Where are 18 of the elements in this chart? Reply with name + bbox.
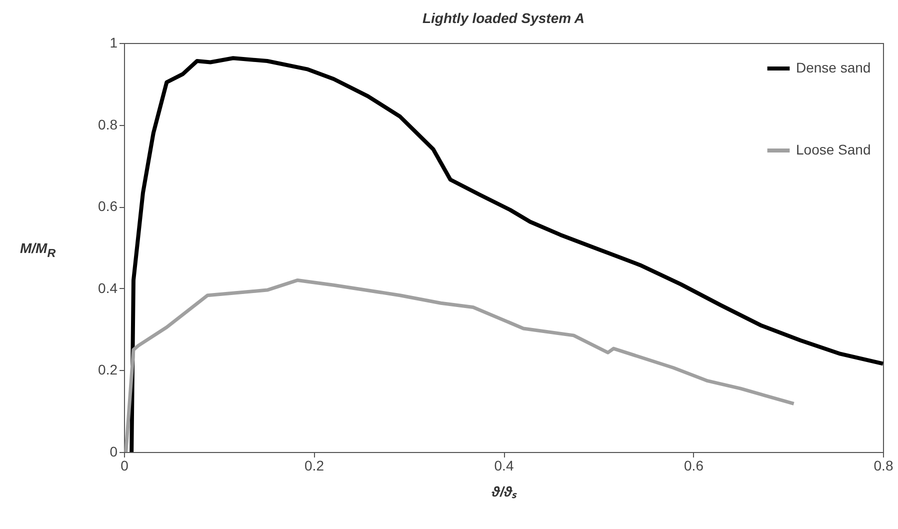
x-tick-label: 0.6 <box>684 458 704 474</box>
line-series <box>130 56 885 454</box>
y-tick-label: 1 <box>110 34 118 50</box>
y-tick-label: 0.6 <box>98 198 118 214</box>
x-tick-label: 0.4 <box>494 458 514 474</box>
x-tick-label: 0.8 <box>874 458 894 474</box>
legend-label: Loose Sand <box>796 142 871 158</box>
y-tick-label: 0.4 <box>98 280 118 296</box>
y-tick-label: 0 <box>110 444 118 460</box>
legend-label: Dense sand <box>796 60 871 76</box>
y-axis-title: M/M$_{R}$ <box>20 240 56 260</box>
chart-title: Lightly loaded System A <box>422 10 585 26</box>
x-axis-title: ϑ/ϑₛ <box>490 484 518 500</box>
x-tick-label: 0.2 <box>304 458 324 474</box>
x-tick-label: 0 <box>120 458 129 474</box>
y-tick-label: 0.8 <box>98 116 118 132</box>
line-series <box>124 278 796 454</box>
y-tick-label: 0.2 <box>98 362 118 378</box>
